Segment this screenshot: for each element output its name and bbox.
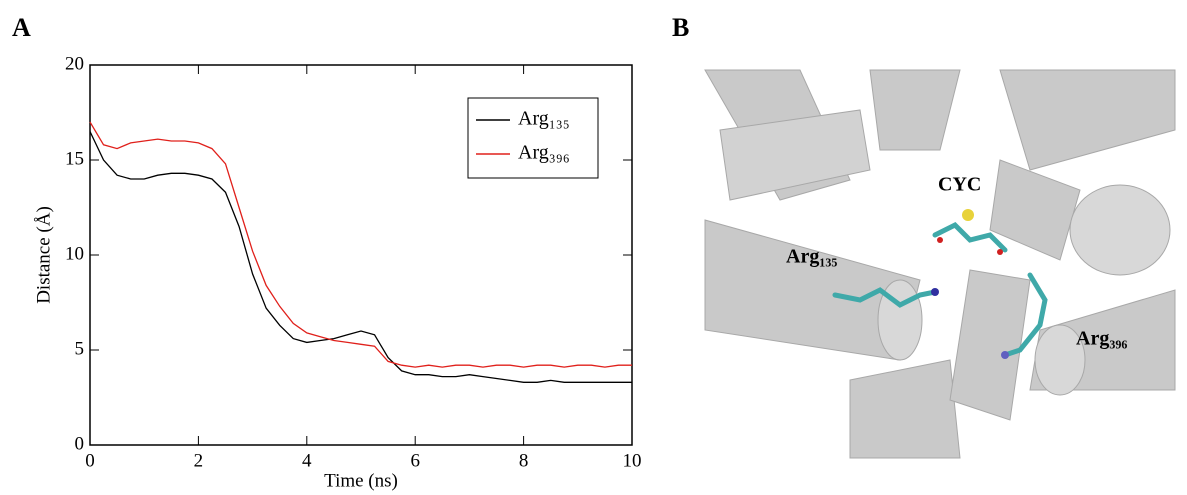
data-line xyxy=(89,131,632,383)
legend-label: Arg₁₃₅ xyxy=(518,108,570,130)
x-axis-title: Time (ns) xyxy=(324,470,398,491)
annotation: Arg₃₉₆ xyxy=(1076,328,1127,350)
panel-label: B xyxy=(672,13,689,42)
annotation: CYC xyxy=(938,174,981,196)
x-tick-label: 6 xyxy=(410,450,420,471)
x-tick-label: 10 xyxy=(623,450,642,471)
x-tick-label: 2 xyxy=(194,450,204,471)
x-tick-label: 8 xyxy=(519,450,529,471)
panel-label: A xyxy=(12,13,31,42)
x-tick-label: 4 xyxy=(302,450,312,471)
y-axis-title: Distance (Å) xyxy=(33,206,54,304)
x-tick-label: 0 xyxy=(85,450,95,471)
annotation: Arg₁₃₅ xyxy=(786,246,837,268)
legend-label: Arg₃₉₆ xyxy=(518,142,570,164)
y-tick-label: 10 xyxy=(65,243,84,264)
molecule-image xyxy=(704,68,1176,459)
y-tick-label: 20 xyxy=(65,53,84,74)
data-line xyxy=(89,121,632,368)
plot-a: 0 2 4 6 8 10 0 5 10 15 20 Time (ns) Distance (Å) Arg₁… xyxy=(33,53,641,491)
y-tick-label: 15 xyxy=(65,148,84,169)
y-tick-label: 5 xyxy=(75,338,85,359)
legend-box xyxy=(467,97,599,179)
y-tick-label: 0 xyxy=(75,433,85,454)
